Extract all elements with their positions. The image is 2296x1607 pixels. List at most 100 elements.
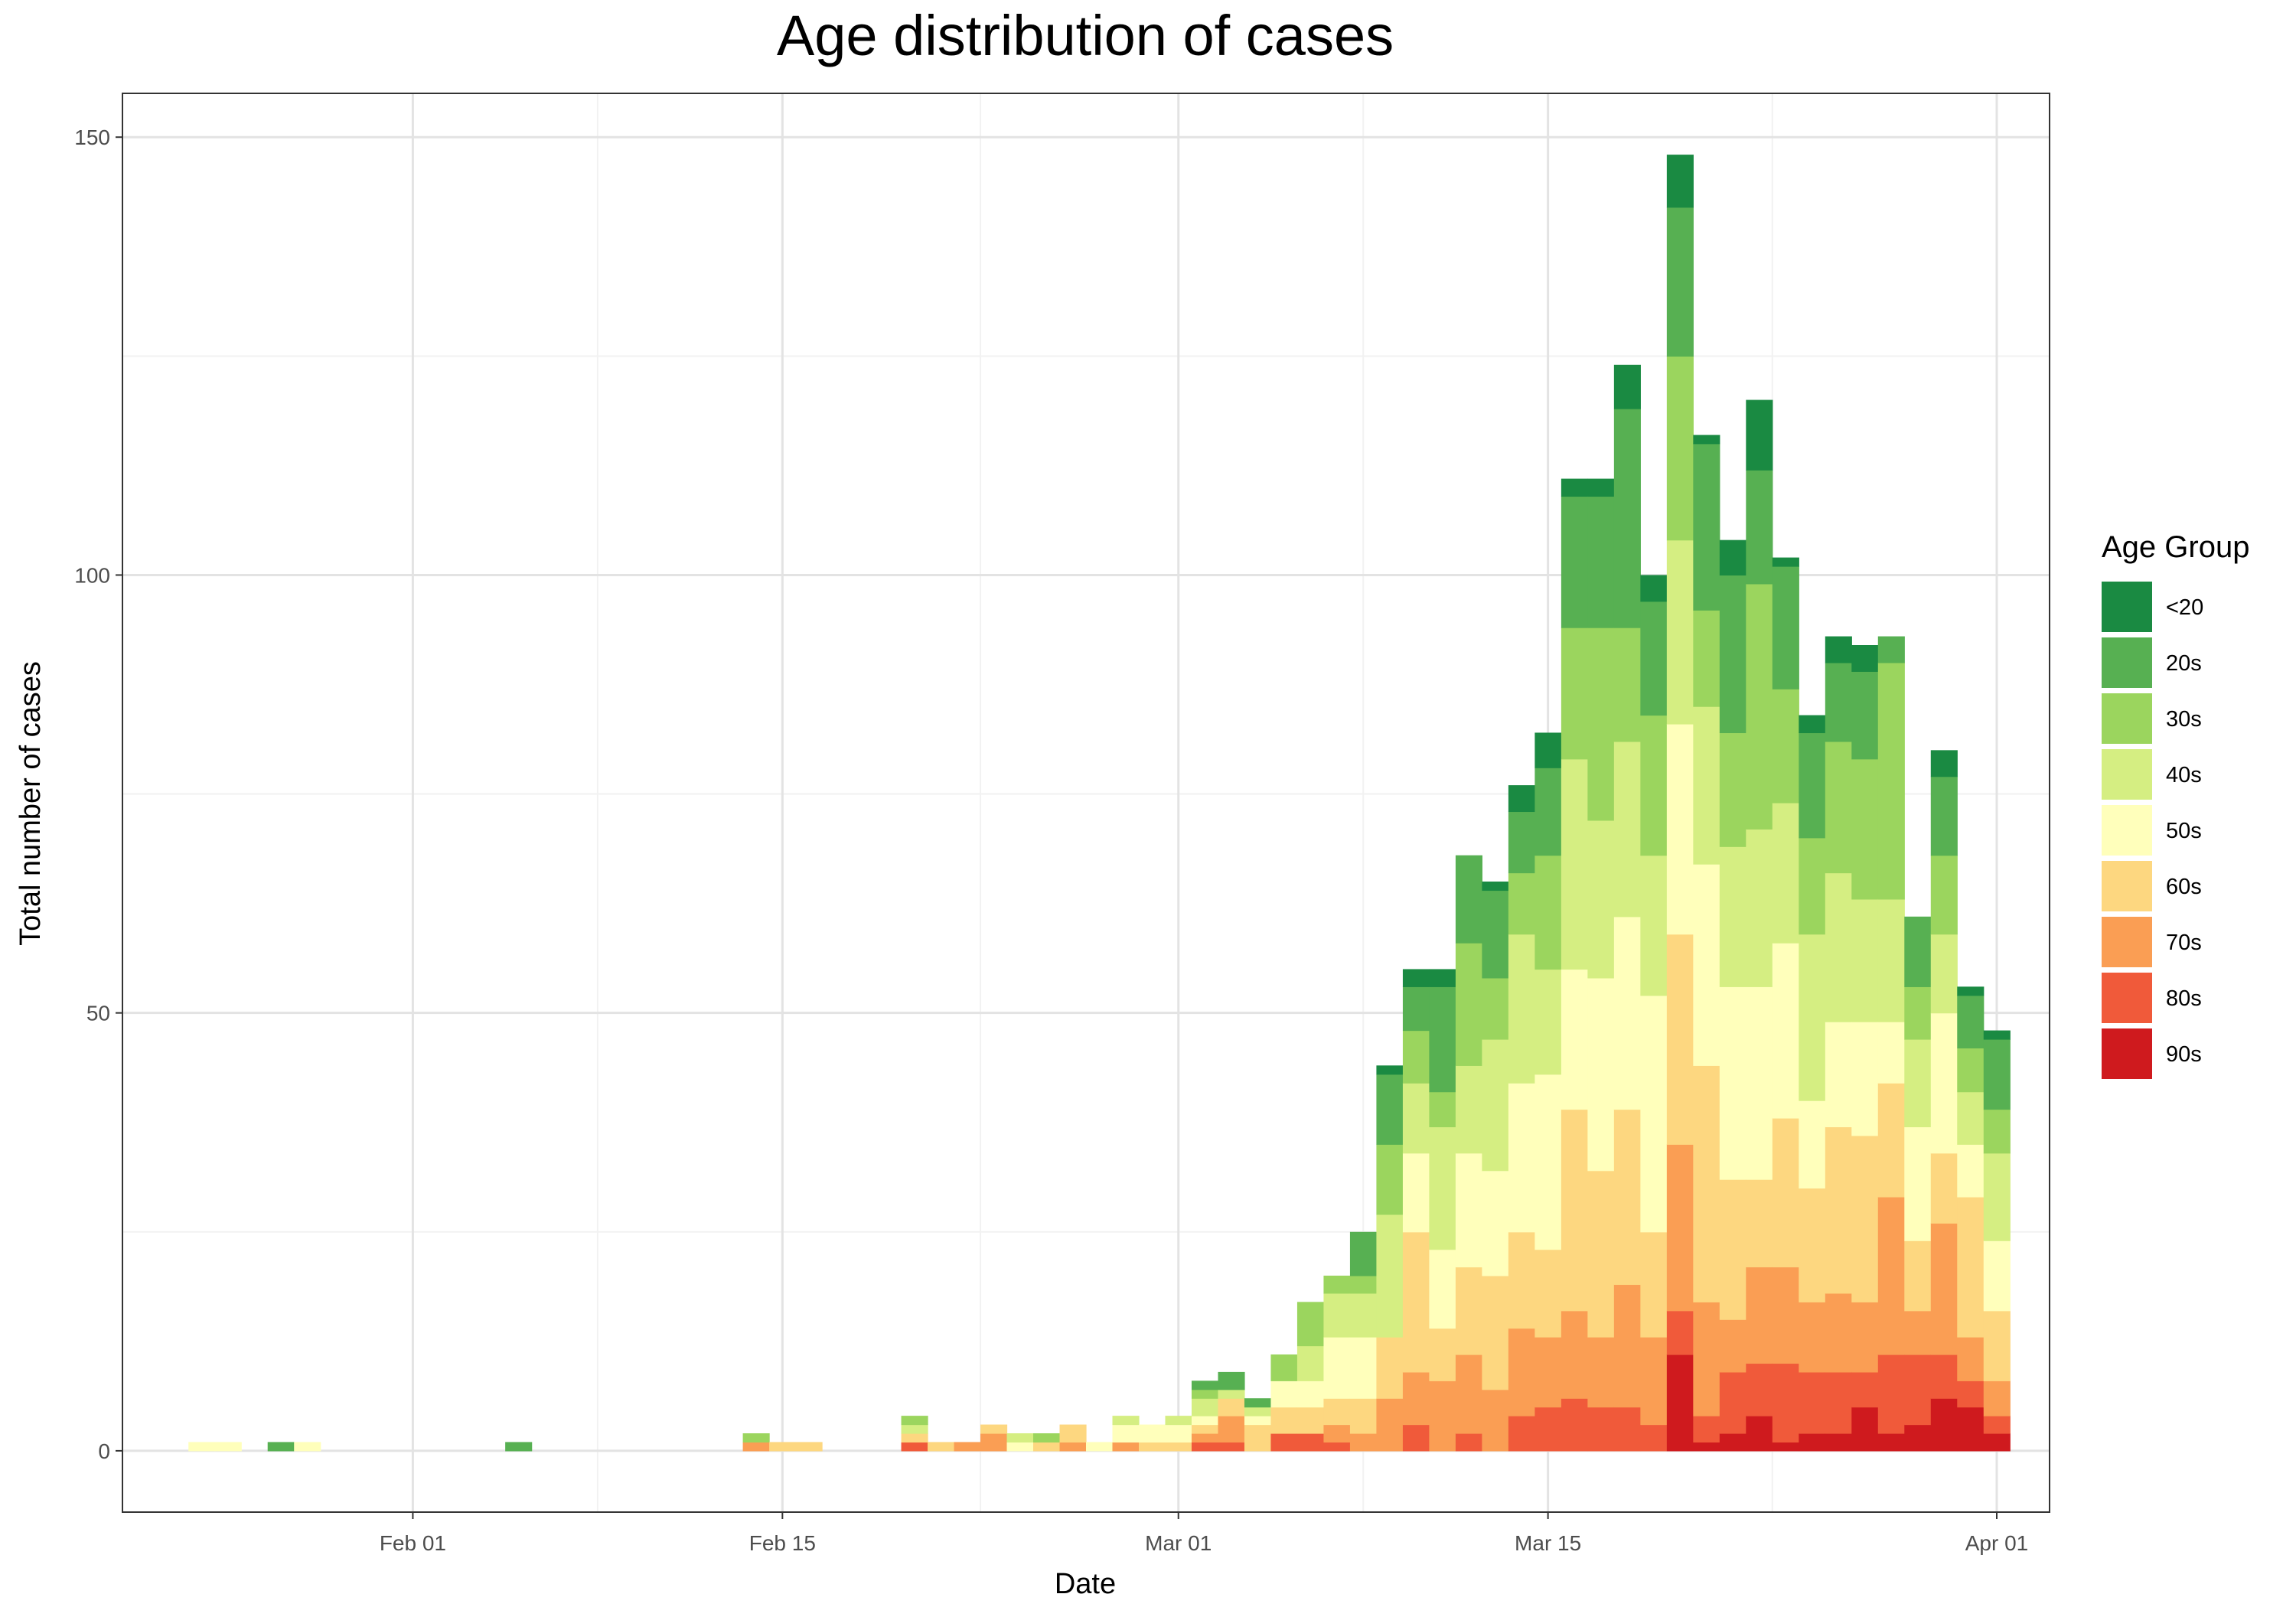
bar-segment-50s [1825, 1022, 1852, 1128]
bar-segment-20s [1930, 776, 1958, 856]
x-axis-title: Date [1055, 1568, 1116, 1600]
bar-segment-60s [1033, 1442, 1061, 1452]
bar-segment-70s [980, 1433, 1008, 1452]
bar-segment-80s [1799, 1371, 1826, 1434]
bar-segment-80s [1693, 1416, 1720, 1443]
legend-label-80s: 80s [2166, 986, 2202, 1011]
y-tick-label: 0 [98, 1439, 110, 1463]
bar-segment-70s [1482, 1389, 1509, 1452]
bar-segment-60s [1244, 1424, 1272, 1452]
bar-segment-60s [1402, 1231, 1430, 1373]
legend-label-70s: 70s [2166, 931, 2202, 955]
x-axis: Feb 01 Feb 15 Mar 01 Mar 15 Apr 01 [380, 1512, 2028, 1555]
bar-segment-50s [294, 1442, 321, 1452]
bar-segment-30s [1534, 855, 1562, 970]
bar-segment-30s [1323, 1276, 1351, 1294]
bar-segment-under20 [1613, 364, 1641, 409]
bar-segment-40s [1587, 820, 1615, 979]
bar-segment-70s [742, 1442, 770, 1452]
bar-segment-90s [1904, 1424, 1932, 1452]
bar-segment-20s [505, 1442, 533, 1452]
chart-title: Age distribution of cases [777, 4, 1394, 67]
legend-label-40s: 40s [2166, 763, 2202, 787]
bar-segment-40s [1693, 706, 1720, 865]
bar-segment-60s [1455, 1266, 1482, 1355]
bar-segment-50s [1270, 1380, 1298, 1408]
bar-segment-60s [1851, 1135, 1879, 1302]
bar-segment-60s [1640, 1231, 1668, 1338]
bar-segment-60s [1693, 1065, 1720, 1302]
bar-segment-60s [1059, 1424, 1087, 1443]
bar-segment-50s [1851, 1022, 1879, 1136]
bar-segment-70s [1746, 1266, 1773, 1364]
bar-segment-30s [1613, 627, 1641, 742]
y-axis-title: Total number of cases [15, 661, 47, 946]
legend: Age Group <20 20s 30s 40s 50s 60s 70s 80s 90s [2102, 530, 2249, 1079]
bar-segment-80s [1666, 1310, 1694, 1355]
bar-segment-40s [1112, 1416, 1140, 1426]
bar-segment-under20 [1719, 539, 1746, 576]
bar-segment-90s [1930, 1398, 1958, 1452]
bar-segment-60s [1930, 1152, 1958, 1224]
bar-segment-40s [1323, 1292, 1351, 1338]
bar-segment-under20 [1930, 750, 1958, 777]
bar-segment-80s [1746, 1363, 1773, 1416]
legend-swatch-30s [2102, 693, 2152, 744]
bar-segment-70s [1772, 1266, 1799, 1364]
bar-segment-70s [1904, 1310, 1932, 1355]
bar-segment-70s [1851, 1302, 1879, 1373]
bar-segment-70s [1877, 1197, 1905, 1355]
bar-segment-under20 [1534, 732, 1562, 768]
bar-segment-70s [1613, 1284, 1641, 1408]
bar-segment-30s [1033, 1433, 1061, 1443]
bar-segment-20s [1825, 662, 1852, 742]
bar-segment-20s [1613, 409, 1641, 628]
bar-segment-60s [1376, 1337, 1404, 1399]
legend-label-under20: <20 [2166, 595, 2203, 620]
bar-segment-30s [742, 1433, 770, 1443]
bar-segment-80s [1534, 1407, 1562, 1452]
bar-segment-70s [1666, 1144, 1694, 1312]
bar-segment-50s [214, 1442, 242, 1452]
bar-segment-20s [1666, 207, 1694, 357]
bar-segment-70s [1825, 1292, 1852, 1373]
bar-segment-40s [1851, 898, 1879, 1022]
bar-segment-30s [1376, 1144, 1404, 1215]
bar-segment-80s [1613, 1407, 1641, 1452]
bar-segment-80s [1719, 1371, 1746, 1434]
bar-segment-40s [1218, 1389, 1245, 1399]
bar-segment-70s [1112, 1442, 1140, 1452]
bar-segment-40s [1455, 1065, 1482, 1154]
bar-segment-40s [1877, 898, 1905, 1022]
bar-segment-90s [1877, 1433, 1905, 1452]
bar-segment-40s [1666, 539, 1694, 725]
legend-items: <20 20s 30s 40s 50s 60s 70s 80s 90s [2102, 582, 2203, 1079]
bar-segment-80s [1904, 1354, 1932, 1426]
bar-segment-80s [1296, 1433, 1325, 1452]
bar-segment-20s [1376, 1074, 1404, 1145]
bar-segment-60s [1218, 1398, 1245, 1416]
bar-segment-under20 [1508, 785, 1535, 813]
bar-segment-20s [1746, 470, 1773, 585]
bar-segment-60s [901, 1433, 928, 1443]
bar-segment-80s [1772, 1363, 1799, 1443]
bar-segment-40s [1772, 803, 1799, 944]
bar-segment-20s [1693, 443, 1720, 611]
bar-segment-50s [1983, 1240, 2011, 1312]
bar-segment-30s [1482, 977, 1509, 1040]
bar-segment-50s [1482, 1170, 1509, 1276]
bar-segment-50s [1930, 1012, 1958, 1154]
bar-segment-90s [1693, 1442, 1720, 1452]
bar-segment-50s [1165, 1424, 1192, 1443]
bar-segment-40s [1957, 1091, 1985, 1145]
bar-segment-50s [1138, 1424, 1166, 1443]
legend-swatch-40s [2102, 749, 2152, 800]
bar-segment-30s [1957, 1048, 1985, 1093]
bar-segment-50s [1693, 864, 1720, 1066]
bar-segment-40s [1006, 1433, 1034, 1443]
bar-segment-30s [1191, 1389, 1219, 1399]
bar-segment-20s [1349, 1231, 1378, 1276]
bar-segment-60s [1983, 1310, 2011, 1381]
bar-segment-60s [1349, 1398, 1378, 1434]
